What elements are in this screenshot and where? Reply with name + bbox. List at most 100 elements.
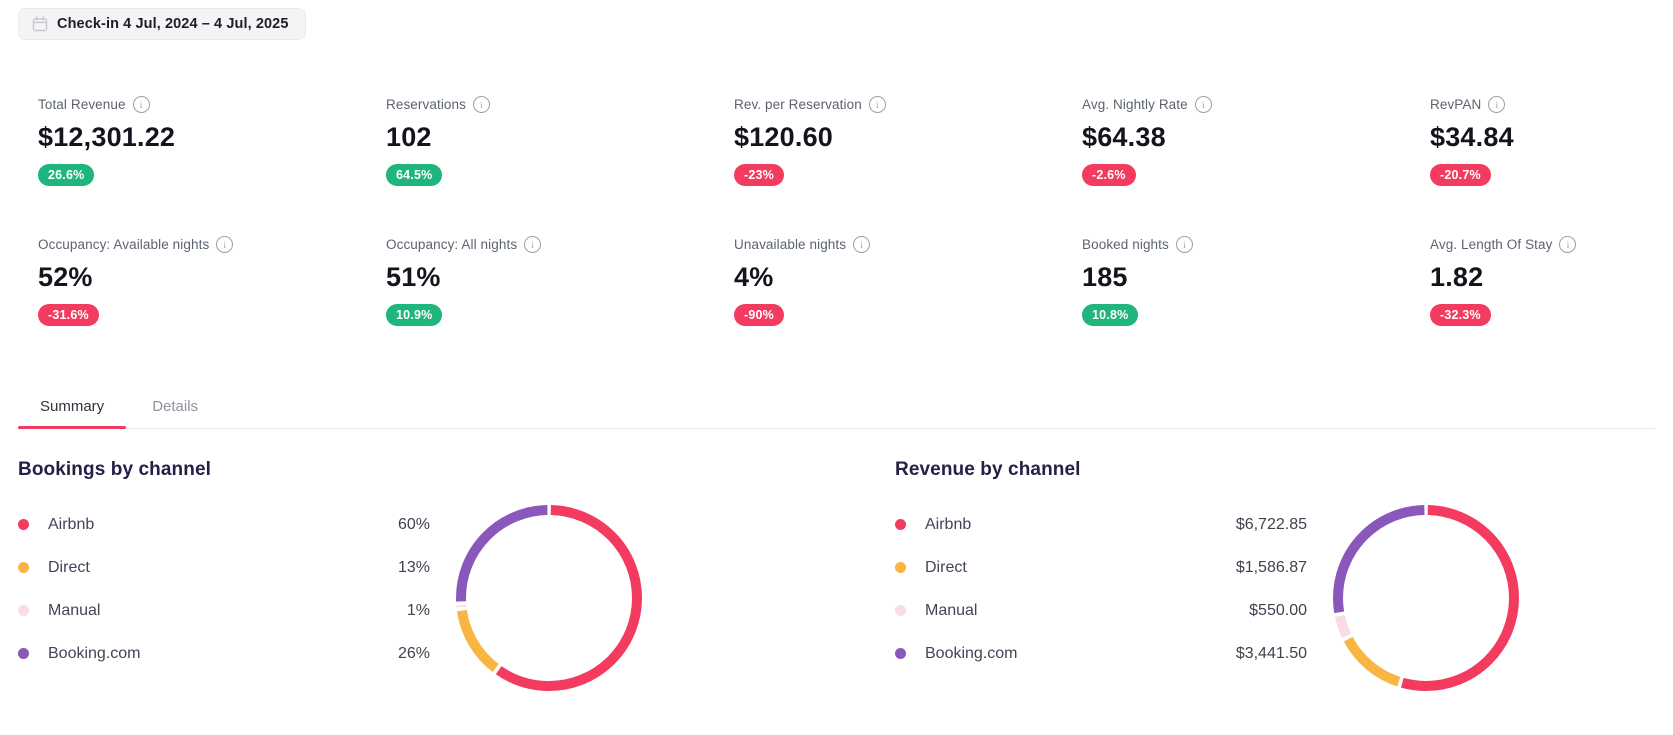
legend-label: Booking.com bbox=[925, 644, 1018, 662]
kpi-value: 4% bbox=[734, 262, 774, 293]
kpi-label-row: Unavailable nights i bbox=[734, 236, 1082, 254]
legend-value: $6,722.85 bbox=[1235, 515, 1307, 533]
donut-wrap bbox=[456, 505, 642, 692]
legend-item-manual: Manual 1% bbox=[18, 601, 430, 620]
kpi-label-row: Occupancy: Available nights i bbox=[38, 236, 386, 254]
legend-label: Direct bbox=[925, 558, 967, 576]
info-icon[interactable]: i bbox=[473, 96, 490, 113]
kpi-reservations: Reservations i 102 64.5% bbox=[386, 96, 734, 187]
info-icon[interactable]: i bbox=[216, 236, 234, 254]
legend-value: 1% bbox=[406, 601, 430, 619]
kpi-value: 51% bbox=[386, 262, 441, 293]
section-title: Bookings by channel bbox=[18, 459, 211, 481]
kpi-delta-badge: 26.6% bbox=[38, 164, 95, 187]
legend-value: $1,586.87 bbox=[1235, 558, 1307, 576]
kpi-occupancy-all-nights: Occupancy: All nights i 51% 10.9% bbox=[386, 236, 734, 327]
kpi-label: Occupancy: All nights bbox=[386, 237, 518, 253]
kpi-delta-badge: -23% bbox=[734, 164, 784, 187]
tab-divider bbox=[18, 428, 1655, 430]
kpi-value: 1.82 bbox=[1430, 262, 1484, 293]
kpi-label: RevPAN bbox=[1430, 97, 1482, 112]
legend-value: 13% bbox=[397, 558, 430, 576]
section-bookings-by-channel: Bookings by channel Airbnb 60% Direct 13% Man… bbox=[18, 459, 895, 692]
kpi-label: Occupancy: Available nights bbox=[38, 237, 210, 253]
legend-dot-booking-com bbox=[895, 648, 906, 660]
kpi-label: Rev. per Reservation bbox=[734, 97, 862, 112]
kpi-value: 52% bbox=[38, 262, 93, 293]
legend-item-airbnb: Airbnb $6,722.85 bbox=[895, 515, 1307, 534]
donut-segment-airbnb bbox=[1333, 505, 1519, 692]
kpi-avg-nightly-rate: Avg. Nightly Rate i $64.38 -2.6% bbox=[1082, 96, 1430, 187]
calendar-icon bbox=[32, 16, 48, 32]
kpi-unavailable-nights: Unavailable nights i 4% -90% bbox=[734, 236, 1082, 327]
legend-dot-manual bbox=[895, 605, 906, 617]
legend-dot-airbnb bbox=[18, 519, 29, 531]
legend-dot-booking-com bbox=[18, 648, 29, 660]
kpi-row-2: Occupancy: Available nights i 52% -31.6% Occ… bbox=[38, 236, 1655, 327]
kpi-delta-badge: -90% bbox=[734, 304, 784, 327]
donut-chart-bookings-by-channel bbox=[456, 505, 642, 692]
donut-segment-airbnb bbox=[456, 505, 642, 692]
legend-label: Airbnb bbox=[48, 515, 95, 533]
legend-item-airbnb: Airbnb 60% bbox=[18, 515, 430, 534]
kpi-label: Avg. Nightly Rate bbox=[1082, 97, 1188, 112]
kpi-label: Avg. Length Of Stay bbox=[1430, 237, 1553, 253]
kpi-revpan: RevPAN i $34.84 -20.7% bbox=[1430, 96, 1655, 187]
legend-label: Direct bbox=[48, 558, 90, 576]
kpi-value: $120.60 bbox=[734, 122, 833, 152]
kpi-label: Total Revenue bbox=[38, 97, 126, 112]
kpi-label-row: Avg. Nightly Rate i bbox=[1082, 96, 1430, 113]
legend-value: 26% bbox=[397, 644, 430, 662]
kpi-label: Booked nights bbox=[1082, 237, 1169, 253]
info-icon[interactable]: i bbox=[868, 96, 886, 113]
kpi-value: $64.38 bbox=[1082, 122, 1166, 152]
legend-item-direct: Direct $1,586.87 bbox=[895, 558, 1307, 577]
kpi-label-row: Booked nights i bbox=[1082, 236, 1430, 254]
kpi-label-row: RevPAN i bbox=[1430, 96, 1655, 113]
info-icon[interactable]: i bbox=[1488, 96, 1506, 113]
donut-segment-booking-com bbox=[456, 505, 642, 692]
section-content: Airbnb 60% Direct 13% Manual 1% Booking.com 26% bbox=[18, 505, 895, 692]
info-icon[interactable]: i bbox=[524, 236, 542, 254]
legend-value: $550.00 bbox=[1249, 601, 1307, 619]
tab-summary[interactable]: Summary bbox=[18, 390, 127, 430]
date-range-label: Check-in 4 Jul, 2024 – 4 Jul, 2025 bbox=[57, 16, 289, 32]
info-icon[interactable]: i bbox=[1175, 236, 1193, 254]
legend-dot-direct bbox=[895, 562, 906, 574]
section-revenue-by-channel: Revenue by channel Airbnb $6,722.85 Direct $… bbox=[895, 459, 1655, 692]
kpi-occupancy-available-nights: Occupancy: Available nights i 52% -31.6% bbox=[38, 236, 386, 327]
kpi-delta-badge: -31.6% bbox=[38, 304, 99, 327]
kpi-value: 102 bbox=[386, 122, 432, 152]
legend-label: Manual bbox=[48, 601, 101, 619]
kpi-label: Reservations bbox=[386, 97, 466, 112]
channel-sections: Bookings by channel Airbnb 60% Direct 13% Man… bbox=[18, 459, 1655, 692]
donut-chart-revenue-by-channel bbox=[1333, 505, 1519, 692]
legend-value: 60% bbox=[397, 515, 430, 533]
info-icon[interactable]: i bbox=[1559, 236, 1577, 254]
kpi-row-1: Total Revenue i $12,301.22 26.6% Reservation… bbox=[38, 96, 1655, 187]
info-icon[interactable]: i bbox=[853, 236, 871, 254]
kpi-delta-badge: 10.8% bbox=[1082, 304, 1139, 327]
kpi-delta-badge: 64.5% bbox=[386, 164, 443, 187]
legend-item-manual: Manual $550.00 bbox=[895, 601, 1307, 620]
date-range-button[interactable]: Check-in 4 Jul, 2024 – 4 Jul, 2025 bbox=[18, 8, 306, 40]
legend-revenue-by-channel: Airbnb $6,722.85 Direct $1,586.87 Manual $550… bbox=[895, 515, 1307, 687]
kpi-delta-badge: -20.7% bbox=[1430, 164, 1491, 187]
kpi-value: $34.84 bbox=[1430, 122, 1514, 152]
tab-details[interactable]: Details bbox=[152, 398, 199, 416]
legend-bookings-by-channel: Airbnb 60% Direct 13% Manual 1% Booking.com 26% bbox=[18, 515, 430, 687]
section-title: Revenue by channel bbox=[895, 459, 1081, 481]
kpi-delta-badge: -32.3% bbox=[1430, 304, 1491, 327]
kpi-total-revenue: Total Revenue i $12,301.22 26.6% bbox=[38, 96, 386, 187]
donut-segment-booking-com bbox=[1333, 505, 1519, 692]
kpi-value: 185 bbox=[1082, 262, 1128, 293]
info-icon[interactable]: i bbox=[132, 96, 150, 113]
kpi-label-row: Occupancy: All nights i bbox=[386, 236, 734, 254]
kpi-label-row: Avg. Length Of Stay i bbox=[1430, 236, 1655, 254]
info-icon[interactable]: i bbox=[1194, 96, 1212, 113]
kpi-label-row: Rev. per Reservation i bbox=[734, 96, 1082, 113]
kpi-value: $12,301.22 bbox=[38, 122, 176, 152]
legend-label: Manual bbox=[925, 601, 978, 619]
donut-wrap bbox=[1333, 505, 1519, 692]
legend-value: $3,441.50 bbox=[1235, 644, 1307, 662]
